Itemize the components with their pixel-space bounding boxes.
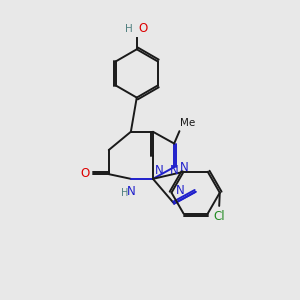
Text: N: N [154, 164, 163, 177]
Text: N: N [169, 164, 178, 176]
Text: N: N [176, 184, 184, 197]
Text: H: H [124, 24, 132, 34]
Text: Cl: Cl [213, 210, 225, 224]
Text: N: N [127, 185, 135, 198]
Text: Me: Me [180, 118, 195, 128]
Text: O: O [139, 22, 148, 34]
Text: O: O [81, 167, 90, 180]
Text: H: H [121, 188, 128, 198]
Text: N: N [179, 161, 188, 174]
